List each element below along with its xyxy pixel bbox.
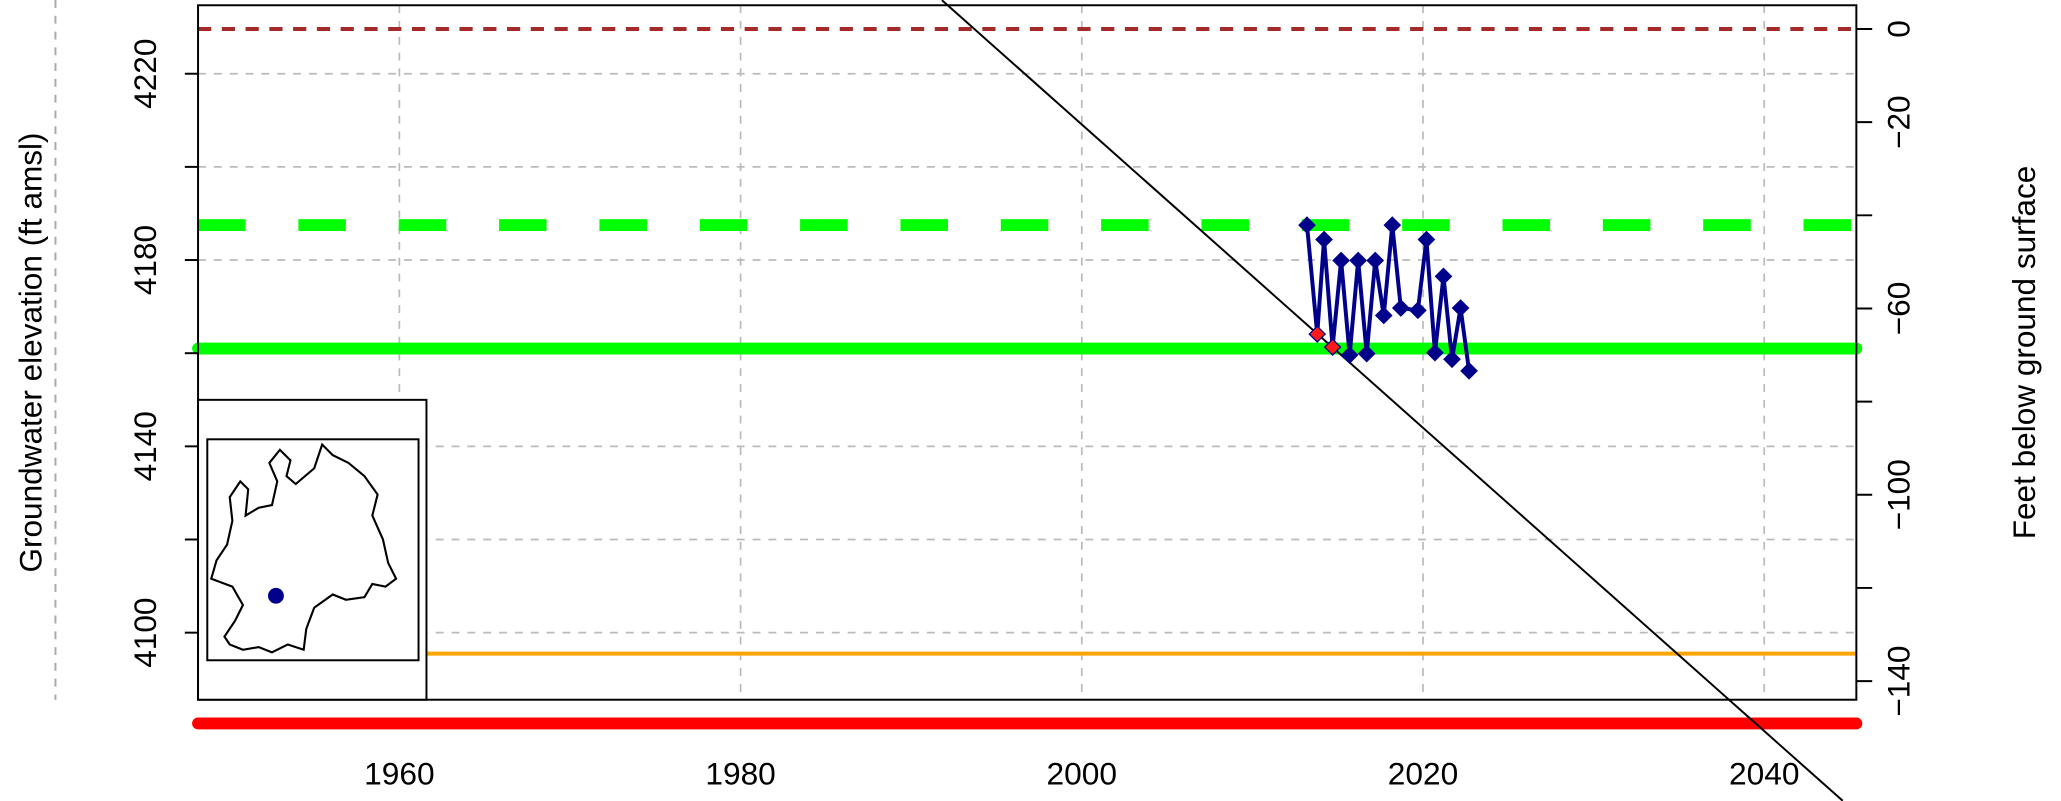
y2-tick-label: −140 xyxy=(1881,646,1917,717)
y2-axis-label: Feet below ground surface xyxy=(2006,166,2042,540)
y-tick-label: 4220 xyxy=(127,39,163,109)
data-point xyxy=(1451,299,1470,317)
data-point xyxy=(1409,301,1427,320)
data-point xyxy=(1323,338,1342,356)
data-point xyxy=(1426,343,1444,362)
data-point xyxy=(1434,267,1453,286)
y2-tick-label: −20 xyxy=(1881,95,1917,149)
x-tick-label: 1980 xyxy=(705,755,775,791)
inset-location xyxy=(268,587,284,604)
data-point xyxy=(1340,346,1359,364)
data-point xyxy=(1315,230,1333,249)
data-point xyxy=(1460,362,1478,380)
trend-line xyxy=(941,0,1844,801)
x-tick-label: 1960 xyxy=(364,755,434,791)
data-point xyxy=(1374,306,1393,325)
data-point xyxy=(1391,299,1410,317)
data-point xyxy=(1349,251,1368,270)
y-tick-label: 4180 xyxy=(127,225,163,295)
y2-tick-label: 0 xyxy=(1881,20,1917,38)
data-point xyxy=(1332,251,1350,270)
data-point xyxy=(1443,350,1461,369)
data-point xyxy=(1417,230,1436,249)
inset-box xyxy=(206,438,420,662)
y2-tick-label: −100 xyxy=(1881,459,1917,530)
data-point xyxy=(1298,216,1316,234)
data-point xyxy=(1357,344,1376,363)
y-tick-label: 4100 xyxy=(127,598,163,668)
x-tick-label: 2000 xyxy=(1047,755,1117,791)
x-tick-label: 2040 xyxy=(1729,755,1799,791)
data-point xyxy=(1383,216,1402,234)
y-tick-label: 4140 xyxy=(127,411,163,481)
y2-tick-label: −60 xyxy=(1881,282,1917,336)
inset-outline xyxy=(209,442,398,654)
data-point xyxy=(1366,251,1385,270)
y-axis-label: Groundwater elevation (ft amsl) xyxy=(12,132,48,572)
inset-map xyxy=(197,398,428,701)
data-point xyxy=(1308,325,1327,343)
x-tick-label: 2020 xyxy=(1388,755,1458,791)
